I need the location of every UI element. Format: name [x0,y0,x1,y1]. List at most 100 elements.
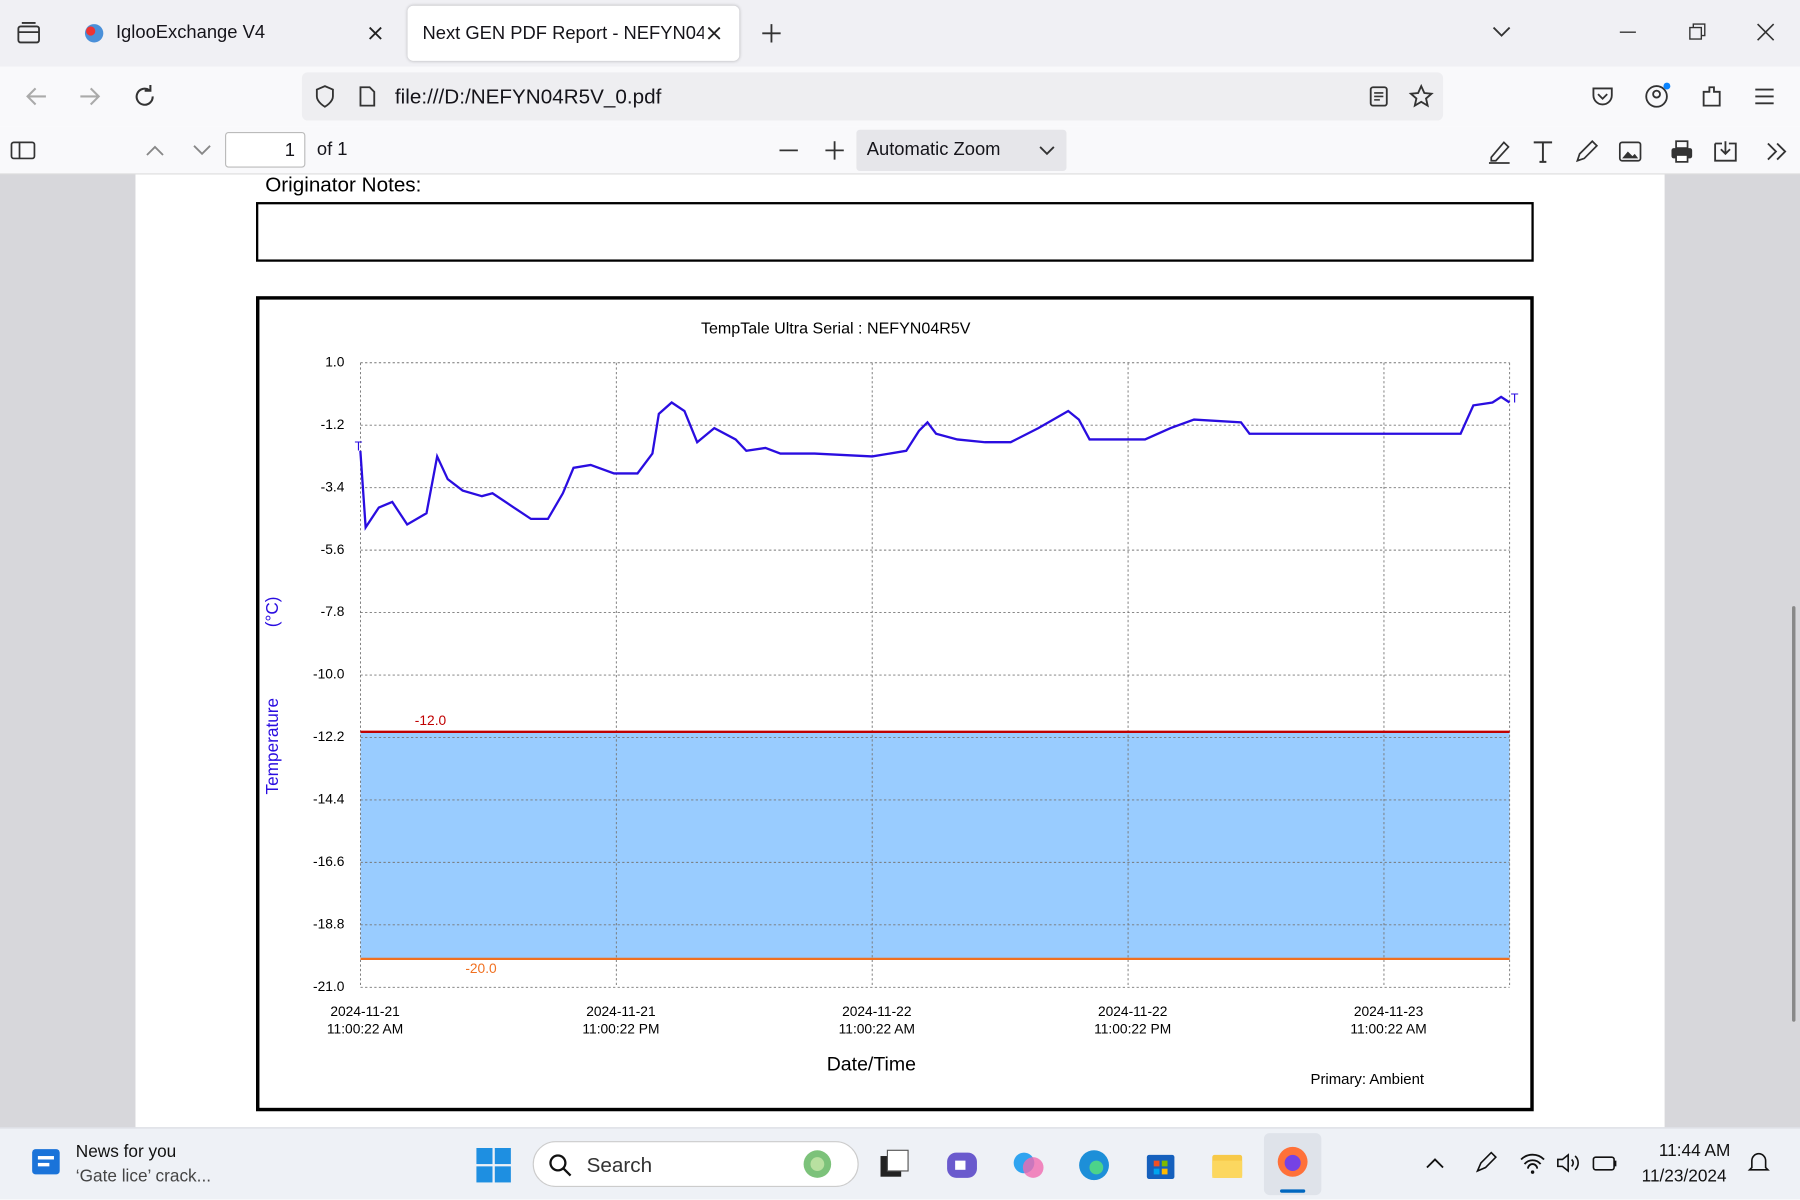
explorer-icon[interactable] [1209,1147,1246,1184]
restore[interactable] [1685,21,1708,44]
back[interactable] [23,84,51,109]
y-tick-label: -5.6 [321,542,345,557]
y-axis-unit: (°C) [262,597,282,628]
firefox-active[interactable] [1263,1133,1322,1196]
y-tick-label: -1.2 [321,417,345,432]
pocket-icon[interactable] [1590,84,1615,109]
start-button[interactable] [475,1147,512,1184]
news-title[interactable]: News for you [75,1142,177,1162]
zoom-in[interactable] [823,140,846,161]
pen-icon[interactable] [1472,1149,1500,1177]
threshold-label: -20.0 [465,961,497,976]
x-axis-label: Date/Time [827,1054,916,1076]
tab-favicon [84,24,104,43]
end-marker: T [1511,391,1519,405]
copilot-icon[interactable] [1010,1147,1047,1184]
chart-title: TempTale Ultra Serial : NEFYN04R5V [701,320,971,338]
x-tick-label: 2024-11-21 [586,1004,655,1019]
task-view[interactable] [876,1147,913,1184]
wifi-icon[interactable] [1519,1149,1547,1177]
page-number: 1 [284,141,296,161]
tab-overflow[interactable] [1490,23,1513,41]
image-tool[interactable] [1616,138,1644,166]
tab-close[interactable] [367,25,383,41]
close-window[interactable] [1754,21,1777,44]
minimize[interactable] [1616,23,1639,41]
search-placeholder: Search [586,1153,653,1177]
chart: TempTale Ultra Serial : NEFYN04R5V Tempe… [262,320,1519,1088]
y-tick-label: -16.6 [313,854,345,869]
nav-bar: file:///D:/NEFYN04R5V_0.pdf [0,66,1800,127]
text-tool[interactable] [1529,138,1557,166]
bookmark-star[interactable] [1408,83,1434,109]
battery-icon[interactable] [1590,1149,1620,1177]
page-count: of 1 [316,140,348,160]
notifications[interactable] [1745,1149,1773,1177]
highlight-tool[interactable] [1486,138,1514,166]
y-tick-label: -14.4 [313,792,345,807]
zoom-out[interactable] [777,140,800,161]
x-tick-label: 2024-11-23 [1354,1004,1424,1019]
pdf-page [135,174,1665,1128]
y-tick-label: -18.8 [313,916,345,931]
notes-box [256,202,1534,262]
x-tick-label: 2024-11-21 [330,1004,399,1019]
x-tick-label: 2024-11-22 [842,1004,911,1019]
teams-icon[interactable] [944,1147,981,1184]
zoom-select[interactable]: Automatic Zoom [856,129,1067,172]
clock-time[interactable]: 11:44 AM [1658,1141,1731,1161]
clock-date[interactable]: 11/23/2024 [1641,1166,1727,1186]
x-tick-label: 11:00:22 AM [1350,1021,1426,1036]
tab[interactable]: IglooExchange V4 [67,7,400,60]
sidebar-toggle[interactable] [9,139,37,162]
tab-title: Next GEN PDF Report - NEFYN04R5 [422,24,704,44]
reader-icon[interactable] [1367,85,1390,108]
originator-label: Originator Notes: [265,173,422,197]
tab-title: IglooExchange V4 [115,22,266,43]
print[interactable] [1668,138,1696,166]
y-axis-label: Temperature [262,698,282,795]
save[interactable] [1712,138,1740,166]
tray-overflow[interactable] [1424,1154,1447,1172]
pdf-toolbar: 1 of 1 Automatic Zoom [0,126,1800,175]
scrollbar[interactable] [1792,606,1796,1022]
more-tools[interactable] [1764,140,1789,163]
x-tick-label: 2024-11-22 [1098,1004,1167,1019]
search-box[interactable]: Search [532,1141,859,1188]
edge-icon[interactable] [1076,1147,1113,1184]
zoom-value: Automatic Zoom [866,140,1001,160]
tab-bar: IglooExchange V4 Next GEN PDF Report - N… [0,0,1800,67]
reload[interactable] [131,83,159,111]
x-tick-label: 11:00:22 AM [327,1021,403,1036]
volume-icon[interactable] [1554,1149,1582,1177]
taskbar: News for you ‘Gate lice’ crack... Search… [0,1127,1800,1200]
account-icon[interactable] [1643,82,1673,112]
active-indicator [1280,1189,1306,1193]
draw-tool[interactable] [1573,138,1601,166]
x-tick-label: 11:00:22 PM [1094,1021,1171,1036]
tab-list-icon[interactable] [16,21,44,46]
y-tick-label: -7.8 [321,604,345,619]
tab-close[interactable] [706,25,722,41]
forward[interactable] [76,84,104,109]
news-subtitle[interactable]: ‘Gate lice’ crack... [75,1166,212,1186]
menu-icon[interactable] [1752,84,1777,109]
active-tab[interactable]: Next GEN PDF Report - NEFYN04R5 [407,5,740,61]
y-tick-label: 1.0 [325,354,344,369]
threshold-label: -12.0 [415,713,447,728]
prev-page[interactable] [144,141,167,159]
extensions-icon[interactable] [1698,83,1726,111]
news-icon[interactable] [28,1145,65,1182]
url-bar[interactable]: file:///D:/NEFYN04R5V_0.pdf [301,72,1444,121]
y-tick-label: -3.4 [321,479,345,494]
alarm-band [360,731,1510,959]
page-input[interactable]: 1 [225,132,306,168]
start-marker: T [355,440,363,454]
new-tab[interactable] [760,22,783,45]
store-icon[interactable] [1142,1147,1179,1184]
file-icon [359,86,376,107]
y-tick-label: -12.2 [313,729,344,744]
next-page[interactable] [191,141,214,159]
dropdown-arrow [1039,146,1055,156]
